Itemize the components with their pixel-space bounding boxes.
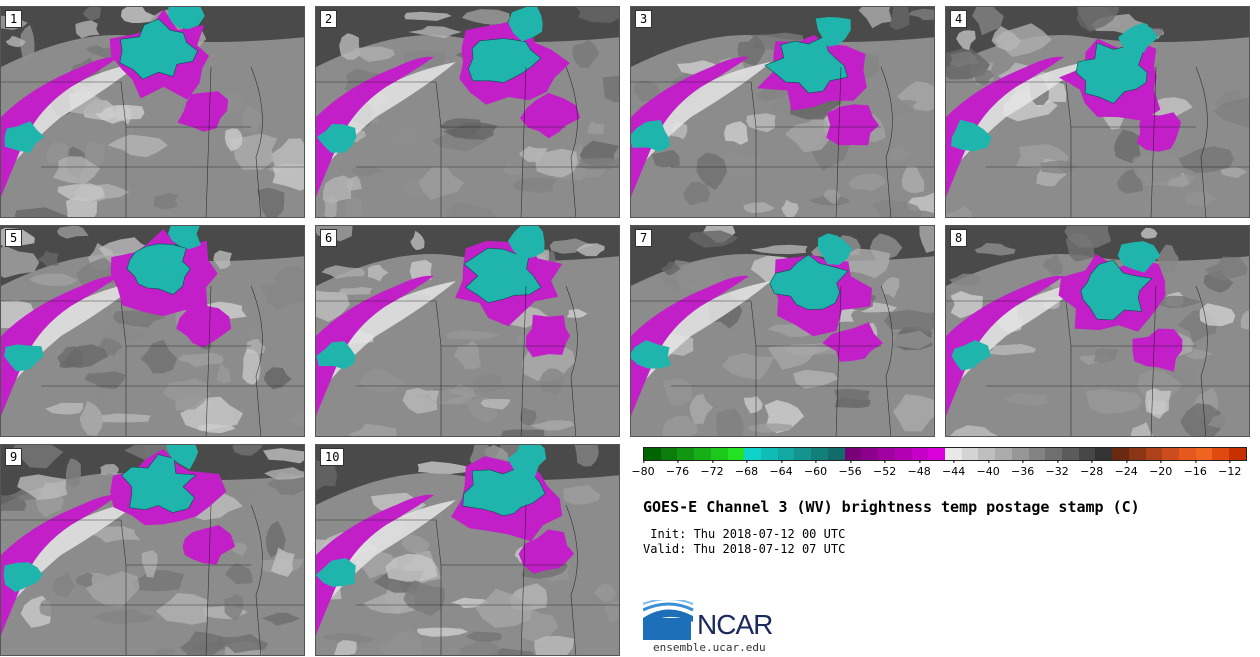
init-time: Init: Thu 2018-07-12 00 UTC	[643, 527, 846, 541]
stamp-map	[316, 7, 619, 217]
colorbar-tick-label: −52	[873, 460, 896, 478]
colorbar-tick-label: −64	[769, 460, 793, 478]
colorbar-swatch	[1162, 448, 1179, 460]
stamp-panel-label: 2	[320, 10, 338, 28]
logo-url: ensemble.ucar.edu	[653, 641, 766, 654]
colorbar-swatch	[911, 448, 929, 460]
colorbar-swatch	[961, 448, 979, 460]
colorbar-swatch	[811, 448, 828, 460]
stamp-panel-label: 8	[950, 229, 968, 247]
colorbar-ticks: −80 −76 −72 −68 −64 −60 −56 −52 −48 −44 −40 −36 −32−…	[631, 460, 1247, 482]
stamp-panel-2: 2	[315, 6, 620, 218]
colorbar-tick-label: −44	[942, 460, 965, 478]
colorbar-swatch	[928, 448, 945, 460]
colorbar-swatch	[1061, 448, 1079, 460]
stamp-panel-4: 4	[945, 6, 1250, 218]
stamp-panel-label: 9	[5, 448, 23, 466]
colorbar-swatch	[1078, 448, 1096, 460]
stamp-panel-label: 3	[635, 10, 653, 28]
colorbar-swatch	[827, 448, 845, 460]
colorbar-tick-label: −20	[1149, 460, 1172, 478]
stamp-panel-label: 1	[5, 10, 23, 28]
colorbar-tick-label: −48	[908, 460, 931, 478]
colorbar-swatch	[677, 448, 695, 460]
stamp-map	[1, 226, 304, 436]
colorbar-tick-label: −72	[700, 460, 724, 478]
stamp-map	[631, 7, 934, 217]
colorbar-swatch	[1145, 448, 1163, 460]
colorbar-swatch	[777, 448, 795, 460]
colorbar-swatch	[644, 448, 661, 460]
valid-time: Valid: Thu 2018-07-12 07 UTC	[643, 542, 846, 556]
colorbar-swatch	[894, 448, 912, 460]
colorbar-tick-label: −56	[838, 460, 862, 478]
stamp-panel-label: 7	[635, 229, 653, 247]
stamp-map	[946, 7, 1249, 217]
colorbar-swatch	[1212, 448, 1230, 460]
stamp-panel-1: 1	[0, 6, 305, 218]
stamp-panel-10: 10	[315, 444, 620, 656]
colorbar-swatch	[1028, 448, 1046, 460]
stamp-panel-5: 5	[0, 225, 305, 437]
stamp-panel-8: 8	[945, 225, 1250, 437]
colorbar-swatch	[694, 448, 711, 460]
colorbar-swatch	[660, 448, 678, 460]
colorbar-swatch	[1112, 448, 1129, 460]
colorbar-tick-label: −28	[1080, 460, 1103, 478]
colorbar-swatch	[995, 448, 1012, 460]
colorbar-swatch	[944, 448, 962, 460]
ncar-logo-icon	[643, 600, 694, 640]
colorbar-swatch	[1095, 448, 1113, 460]
stamp-map	[1, 7, 304, 217]
colorbar-swatch	[1195, 448, 1213, 460]
colorbar-tick-label: −24	[1115, 460, 1138, 478]
ncar-logo-text: NCAR	[697, 609, 773, 640]
colorbar-swatch	[1011, 448, 1029, 460]
colorbar-tick-label: −60	[804, 460, 827, 478]
colorbar-tick-label: −76	[666, 460, 689, 478]
colorbar-swatch	[1229, 448, 1246, 460]
colorbar-swatch	[761, 448, 778, 460]
colorbar-tick-label: −12	[1218, 460, 1241, 478]
stamp-panel-6: 6	[315, 225, 620, 437]
stamp-panel-7: 7	[630, 225, 935, 437]
colorbar-swatch	[1179, 448, 1196, 460]
plot-title: GOES-E Channel 3 (WV) brightness temp po…	[643, 498, 1140, 516]
colorbar	[643, 447, 1247, 461]
stamp-panel-9: 9	[0, 444, 305, 656]
colorbar-tick-label: −32	[1046, 460, 1069, 478]
colorbar-tick-label: −80	[631, 460, 655, 478]
colorbar-swatch	[710, 448, 728, 460]
colorbar-swatch	[1128, 448, 1146, 460]
stamp-map	[1, 445, 304, 655]
colorbar-swatch	[727, 448, 745, 460]
stamp-map	[631, 226, 934, 436]
colorbar-tick-label: −16	[1184, 460, 1207, 478]
stamp-map	[316, 445, 619, 655]
stamp-panel-label: 4	[950, 10, 968, 28]
stamp-panel-3: 3	[630, 6, 935, 218]
colorbar-swatch	[861, 448, 879, 460]
stamp-panel-label: 6	[320, 229, 338, 247]
colorbar-swatch	[1045, 448, 1062, 460]
stamp-map	[316, 226, 619, 436]
colorbar-swatch	[878, 448, 895, 460]
colorbar-tick-label: −68	[735, 460, 758, 478]
stamp-panel-label: 5	[5, 229, 23, 247]
stamp-map	[946, 226, 1249, 436]
colorbar-swatch	[978, 448, 996, 460]
colorbar-swatch	[794, 448, 812, 460]
colorbar-swatch	[844, 448, 862, 460]
colorbar-swatch	[744, 448, 762, 460]
stamp-panel-label: 10	[320, 448, 345, 466]
colorbar-tick-label: −40	[977, 460, 1000, 478]
colorbar-tick-label: −36	[1011, 460, 1034, 478]
